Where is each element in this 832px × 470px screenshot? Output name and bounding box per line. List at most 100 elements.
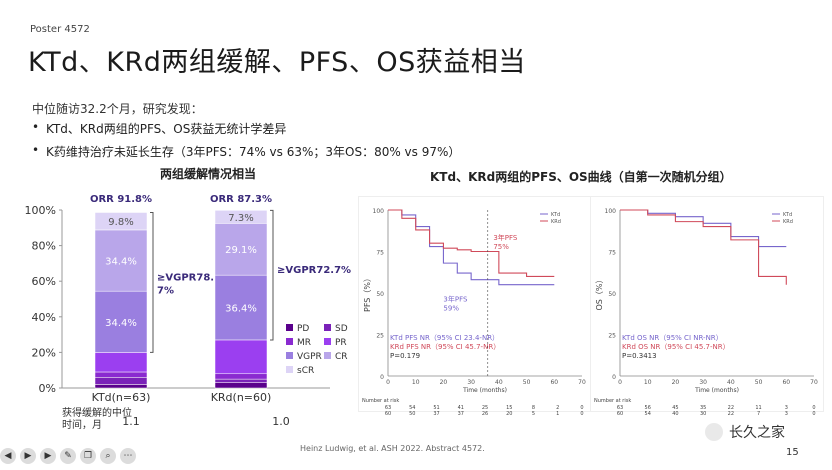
bar-y-tick-label: 80% (32, 240, 56, 253)
legend-label: sCR (297, 366, 314, 376)
bar-category-label: KTd(n=63) (92, 391, 151, 404)
os-x-tick-label: 30 (699, 379, 707, 386)
os-risk-value: 11 (755, 405, 761, 411)
pfs-x-tick-label: 50 (523, 379, 531, 386)
pfs-y-tick-label: 25 (376, 333, 384, 340)
more-icon[interactable]: ⋯ (120, 448, 136, 464)
bar-segment-scr (94, 212, 148, 231)
bar-segment-scr (214, 210, 268, 224)
os-stat: KTd OS NR（95% CI NR-NR） (622, 334, 723, 342)
copy-icon[interactable]: ❐ (80, 448, 96, 464)
pfs-x-tick-label: 60 (550, 379, 558, 386)
bar-segment-label: 34.4% (105, 257, 137, 268)
back-icon[interactable]: ◀ (0, 448, 16, 464)
pfs-annotation: 3年PFS (493, 233, 518, 242)
os-risk-value: 3 (785, 405, 788, 411)
pfs-risk-value: 26 (482, 411, 488, 417)
os-x-tick-label: 70 (810, 379, 818, 386)
os-risk-label: Number at risk (594, 398, 631, 404)
pfs-risk-value: 0 (580, 405, 583, 411)
bar-segment-cr (94, 229, 148, 292)
pfs-risk-value: 15 (506, 405, 512, 411)
bar-segment-label: 7.3% (228, 213, 253, 224)
bar-segment-label: 36.4% (225, 304, 257, 315)
legend-swatch (286, 366, 293, 373)
bullet-list: KTd、KRd两组的PFS、OS获益无统计学差异 K药维持治疗未延长生存（3年P… (32, 120, 460, 166)
vgpr-label: ≥VGPR72.7% (277, 265, 351, 276)
bar-segment-pr (94, 352, 148, 373)
os-risk-value: 56 (645, 405, 651, 411)
pfs-legend-label: KTd (551, 212, 560, 218)
legend-swatch (286, 324, 293, 331)
pfs-risk-value: 0 (580, 411, 583, 417)
os-curve-krd (620, 209, 787, 285)
bar-segment-pd (214, 382, 268, 389)
bar-y-tick-label: 20% (32, 346, 56, 359)
player-toolbar: ◀ ▶ ▶ ✎ ❐ ⌕ ⋯ (0, 448, 136, 464)
pfs-risk-value: 54 (409, 405, 415, 411)
median-value: 1.0 (272, 415, 290, 428)
bar-y-tick-label: 0% (39, 382, 56, 395)
pfs-annotation: 75% (493, 243, 509, 251)
pfs-x-tick-label: 70 (578, 379, 586, 386)
orr-label: ORR 91.8% (90, 194, 152, 205)
bar-segment-sd (214, 378, 268, 383)
pfs-stat: KRd PFS NR（95% CI 45.7-NR） (390, 343, 500, 351)
pfs-x-tick-label: 30 (467, 379, 475, 386)
pfs-risk-label: Number at risk (362, 398, 399, 404)
os-risk-value: 0 (812, 405, 815, 411)
pfs-x-tick-label: 20 (440, 379, 448, 386)
os-x-tick-label: 60 (782, 379, 790, 386)
os-x-tick-label: 10 (644, 379, 652, 386)
pfs-risk-value: 63 (385, 405, 391, 411)
pfs-annotation: 59% (443, 304, 459, 312)
os-y-tick-label: 0 (612, 374, 616, 381)
bar-segment-label: 34.4% (105, 318, 137, 329)
os-risk-value: 3 (785, 411, 788, 417)
pfs-risk-value: 51 (433, 405, 439, 411)
wechat-icon (705, 423, 723, 441)
pfs-stat: P=0.179 (390, 352, 420, 360)
pfs-y-tick-label: 75 (376, 250, 384, 257)
bar-segment-cr (214, 223, 268, 276)
curves-title: KTd、KRd两组的PFS、OS曲线（自第一次随机分组） (430, 170, 732, 184)
pfs-risk-value: 8 (532, 405, 535, 411)
pfs-x-tick-label: 10 (412, 379, 420, 386)
vgpr-bracket (270, 209, 274, 341)
median-label: 获得缓解的中位 (62, 406, 132, 419)
pfs-risk-value: 25 (482, 405, 488, 411)
legend-swatch (324, 352, 331, 359)
bar-chart-title: 两组缓解情况相当 (160, 167, 257, 181)
legend-label: SD (335, 324, 348, 334)
pfs-risk-value: 41 (458, 405, 464, 411)
median-value: 1.1 (122, 415, 140, 428)
pfs-annotation: 3年PFS (443, 294, 468, 303)
bar-category-label: KRd(n=60) (211, 391, 272, 404)
os-stat: KRd OS NR（95% CI 45.7-NR） (622, 343, 730, 351)
pfs-risk-value: 2 (556, 405, 559, 411)
legend-swatch (286, 338, 293, 345)
os-y-tick-label: 75 (608, 250, 616, 257)
bar-segment-vgpr (94, 290, 148, 353)
vgpr-label: 7% (157, 285, 174, 296)
bar-y-tick-label: 60% (32, 275, 56, 288)
pfs-x-tick-label: 40 (495, 379, 503, 386)
pfs-risk-value: 50 (409, 411, 415, 417)
play-icon[interactable]: ▶ (20, 448, 36, 464)
page-number: 15 (786, 447, 799, 458)
bar-segment-sd (94, 377, 148, 385)
poster-label: Poster 4572 (30, 24, 90, 35)
os-risk-value: 54 (645, 411, 651, 417)
bullet-item: KTd、KRd两组的PFS、OS获益无统计学差异 (32, 120, 460, 137)
pen-icon[interactable]: ✎ (60, 448, 76, 464)
pfs-x-label: Time (months) (462, 387, 507, 394)
forward-icon[interactable]: ▶ (40, 448, 56, 464)
os-legend-label: KRd (783, 219, 793, 225)
vgpr-label: ≥VGPR78. (157, 272, 214, 283)
zoom-icon[interactable]: ⌕ (100, 448, 116, 464)
page-title: KTd、KRd两组缓解、PFS、OS获益相当 (28, 47, 526, 78)
watermark: 长久之家 (705, 422, 785, 442)
legend-swatch (324, 324, 331, 331)
